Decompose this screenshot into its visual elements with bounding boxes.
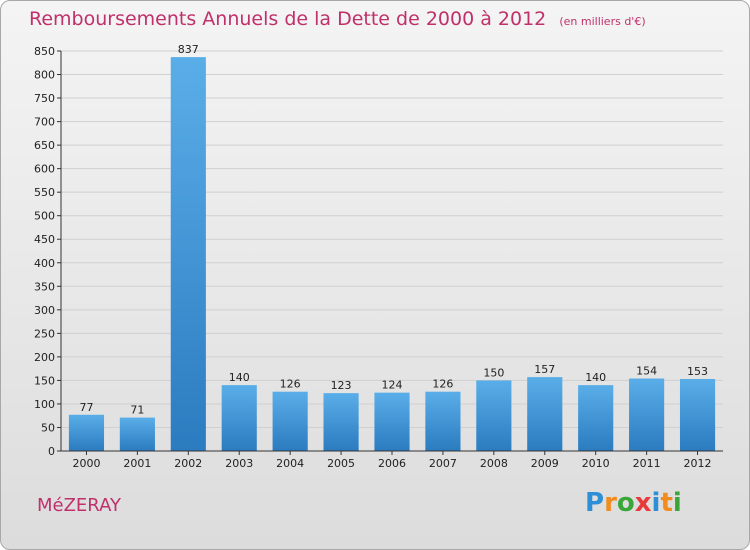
- chart-title-row: Remboursements Annuels de la Dette de 20…: [29, 8, 646, 30]
- y-tick-label: 500: [34, 210, 55, 223]
- bar-value-label: 123: [331, 379, 352, 392]
- logo-letter: P: [585, 488, 605, 518]
- bar-value-label: 154: [636, 365, 657, 378]
- y-tick-label: 650: [34, 139, 55, 152]
- bar-2009: [527, 377, 563, 451]
- y-tick-label: 800: [34, 69, 55, 82]
- x-tick-label: 2005: [327, 457, 355, 470]
- bar-value-label: 126: [280, 378, 301, 391]
- bar-2007: [425, 391, 461, 451]
- x-tick-label: 2004: [276, 457, 304, 470]
- bar-2010: [578, 385, 614, 451]
- logo-letter: t: [660, 488, 673, 518]
- logo-letter: o: [616, 488, 635, 518]
- x-tick-label: 2008: [480, 457, 508, 470]
- y-tick-label: 850: [34, 45, 55, 58]
- axis-layer: 0 50 100 150 200 250 300 350 400 450 500 550 600 650 7…: [34, 45, 723, 470]
- y-tick-label: 400: [34, 257, 55, 270]
- bar-2011: [629, 378, 665, 451]
- x-tick-label: 2011: [633, 457, 661, 470]
- y-tick-label: 700: [34, 116, 55, 129]
- logo-letter: r: [604, 488, 617, 518]
- x-tick-label: 2002: [174, 457, 202, 470]
- bar-2008: [476, 380, 512, 451]
- proxiti-logo: Proxiti: [585, 488, 682, 518]
- x-tick-label: 2007: [429, 457, 457, 470]
- y-tick-label: 100: [34, 398, 55, 411]
- y-tick-label: 450: [34, 233, 55, 246]
- y-tick-label: 50: [41, 421, 55, 434]
- bar-2003: [221, 385, 257, 451]
- y-tick-label: 0: [48, 445, 55, 458]
- x-tick-label: 2001: [123, 457, 151, 470]
- bar-value-label: 140: [229, 371, 250, 384]
- x-tick-label: 2003: [225, 457, 253, 470]
- x-tick-label: 2012: [684, 457, 712, 470]
- bar-value-label: 140: [585, 371, 606, 384]
- x-tick-label: 2009: [531, 457, 559, 470]
- logo-letter: i: [672, 488, 682, 518]
- logo-letter: x: [634, 488, 652, 518]
- bar-value-label: 153: [687, 365, 708, 378]
- commune-name: MéZERAY: [37, 495, 121, 516]
- chart-title: Remboursements Annuels de la Dette de 20…: [29, 8, 547, 30]
- bar-value-label: 124: [382, 379, 403, 392]
- y-tick-label: 150: [34, 374, 55, 387]
- y-tick-label: 750: [34, 92, 55, 105]
- bar-value-label: 126: [432, 378, 453, 391]
- bar-value-label: 71: [130, 404, 144, 417]
- bar-2004: [272, 391, 308, 451]
- bar-value-label: 157: [534, 363, 555, 376]
- y-tick-label: 250: [34, 327, 55, 340]
- bar-2001: [119, 417, 155, 451]
- y-tick-label: 200: [34, 351, 55, 364]
- x-tick-label: 2000: [72, 457, 100, 470]
- bar-2012: [679, 379, 716, 451]
- y-tick-label: 300: [34, 304, 55, 317]
- label-layer: 77 71 837 140 126 123 124 126 150 157 140 154 153: [79, 43, 708, 416]
- bar-layer: [68, 57, 716, 451]
- y-tick-label: 550: [34, 186, 55, 199]
- bar-2006: [374, 392, 410, 451]
- bar-2002: [170, 57, 206, 451]
- chart-subtitle: (en milliers d'€): [559, 15, 646, 28]
- bar-value-label: 77: [79, 401, 93, 414]
- logo-letter: i: [651, 488, 661, 518]
- y-tick-label: 600: [34, 163, 55, 176]
- y-tick-label: 350: [34, 280, 55, 293]
- bar-value-label: 150: [483, 366, 504, 379]
- x-tick-label: 2006: [378, 457, 406, 470]
- bar-2005: [323, 393, 359, 451]
- bar-value-label: 837: [178, 43, 199, 56]
- x-tick-label: 2010: [582, 457, 610, 470]
- bar-2000: [68, 414, 105, 451]
